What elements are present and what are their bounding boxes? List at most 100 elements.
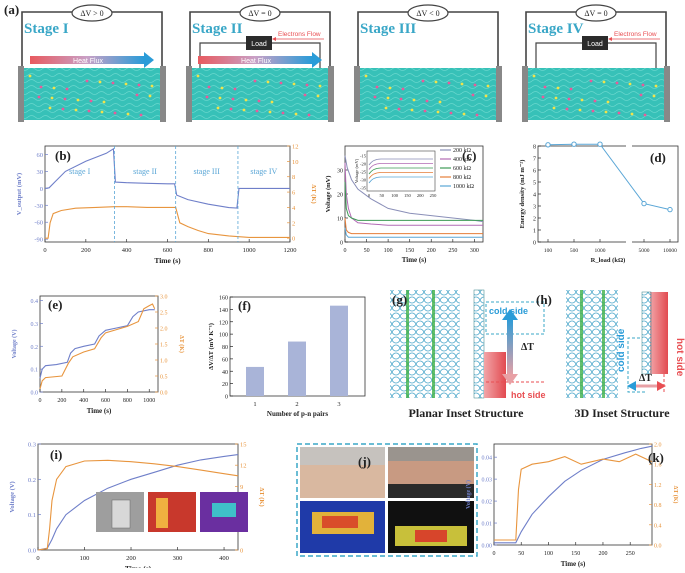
inset-x-tick-label: 150 xyxy=(404,193,412,198)
ion-dot xyxy=(270,100,274,104)
ion-dot xyxy=(74,108,78,112)
x-tick-label: 0 xyxy=(39,398,42,404)
ion-dot xyxy=(303,93,307,97)
panel-label: (f) xyxy=(238,298,251,313)
y-tick-label: 12 xyxy=(240,463,247,470)
y-tick-label: 0.0 xyxy=(654,544,662,550)
electrode-right xyxy=(328,66,334,122)
delta-label-g: ΔT xyxy=(521,342,534,353)
inset-thermal-1-hot xyxy=(156,498,168,528)
ion-dot xyxy=(268,110,272,114)
delta-arrow-left-h xyxy=(627,381,636,391)
data-point xyxy=(597,141,603,147)
y-tick-label: 2.5 xyxy=(160,311,168,317)
heat-flux-bar xyxy=(198,56,312,64)
ion-dot xyxy=(137,83,141,87)
ion-dot xyxy=(124,82,128,86)
stage-label: Stage IV xyxy=(528,21,584,37)
y-tick-label: 10 xyxy=(337,217,343,223)
electrode-left xyxy=(354,66,360,122)
y-tick-label: 120 xyxy=(219,320,228,326)
data-point xyxy=(641,200,647,207)
ion-dot xyxy=(364,74,368,78)
electrode-strip-g xyxy=(473,289,485,399)
ion-dot xyxy=(617,111,621,115)
y-axis-label: V_output (mV) xyxy=(16,173,23,215)
series-line xyxy=(344,227,483,238)
ion-dot xyxy=(486,84,490,88)
ion-dot xyxy=(253,79,257,83)
x-tick-label: 50 xyxy=(364,248,370,254)
y-axis-label: ΔT (K) xyxy=(258,487,265,506)
voltmeter-reading: ΔV = 0 xyxy=(248,9,271,18)
textile-strip-h xyxy=(566,290,618,398)
caption-g: Planar Inset Structure xyxy=(409,406,525,420)
inset-y-label: Voltage (mV) xyxy=(354,158,359,183)
inset-series-line xyxy=(368,167,433,175)
legend-label: 200 kΩ xyxy=(453,148,472,154)
y-tick-label: 6 xyxy=(292,190,296,197)
load-label: Load xyxy=(251,41,267,48)
photo-sleeve-right xyxy=(388,484,474,498)
delta-arrow-right-h xyxy=(657,381,666,391)
inset-x-tick-label: 250 xyxy=(430,193,438,198)
y-tick-label: 0.04 xyxy=(482,456,493,462)
legend-label: 400 kΩ xyxy=(453,157,472,163)
x-tick-label: 300 xyxy=(470,248,479,254)
electrons-arrowhead xyxy=(608,37,612,41)
y-tick-label: 3 xyxy=(533,205,536,211)
x-tick-label: 5000 xyxy=(639,248,650,254)
fiber-green-g1 xyxy=(406,290,409,398)
y-tick-label: 12 xyxy=(292,144,299,151)
ion-dot xyxy=(257,99,261,103)
ion-dot xyxy=(630,112,634,116)
ion-dot xyxy=(39,85,43,89)
caption-h: 3D Inset Structure xyxy=(574,406,670,420)
y-tick-label: 0.4 xyxy=(654,523,662,529)
y-tick-label: 0 xyxy=(340,241,343,247)
load-label: Load xyxy=(587,41,603,48)
x-tick-label: 100 xyxy=(544,551,553,557)
series-line-right xyxy=(39,303,156,389)
fiber-green-h1 xyxy=(580,290,583,398)
y-tick-label: -30 xyxy=(34,203,43,210)
stage-annotation: stage II xyxy=(133,167,157,176)
ion-dot xyxy=(216,106,220,110)
ion-dot xyxy=(292,82,296,86)
stage-label: Stage I xyxy=(24,21,69,37)
inset-x-tick-label: 0 xyxy=(368,193,371,198)
ion-dot xyxy=(37,95,41,99)
x-tick-label: 0 xyxy=(43,247,46,254)
y-axis-label: ΔT (K) xyxy=(310,184,317,203)
x-axis-label: Time (s) xyxy=(154,256,181,265)
ion-dot xyxy=(471,93,475,97)
x-tick-label: 500 xyxy=(570,248,579,254)
heat-flux-arrowhead xyxy=(312,52,322,68)
ion-dot xyxy=(98,80,102,84)
electrolyte-waves xyxy=(186,68,334,120)
ion-dot xyxy=(48,106,52,110)
x-tick-label: 800 xyxy=(123,398,132,404)
heat-flux-bar xyxy=(30,56,144,64)
y-tick-label: 5 xyxy=(533,181,536,187)
y-tick-label: 2 xyxy=(292,220,295,227)
inset-y-tick-label: -20 xyxy=(360,162,367,167)
y-axis-label: ΔT (K) xyxy=(672,486,679,504)
legend-label: 1000 kΩ xyxy=(453,184,475,190)
voltmeter xyxy=(71,4,113,22)
delta-label-h: ΔT xyxy=(639,373,652,384)
ion-dot xyxy=(602,80,606,84)
ion-dot xyxy=(126,112,130,116)
y-axis-label: ΔV/ΔT (mV K⁻¹) xyxy=(208,323,215,370)
data-point xyxy=(667,206,673,213)
fiber-green-h2 xyxy=(602,290,605,398)
x-axis-label: Time (s) xyxy=(402,256,427,264)
ion-dot xyxy=(543,85,547,89)
x-tick-label: 1000 xyxy=(243,247,256,254)
panel-label: (e) xyxy=(48,297,62,312)
ion-dot xyxy=(449,111,453,115)
x-tick-label: 600 xyxy=(101,398,110,404)
stage-schematics: ΔV > 0 Stage I Heat Flux ΔV = 0 Stage II Load… xyxy=(18,4,670,122)
plot-frame xyxy=(44,145,291,243)
